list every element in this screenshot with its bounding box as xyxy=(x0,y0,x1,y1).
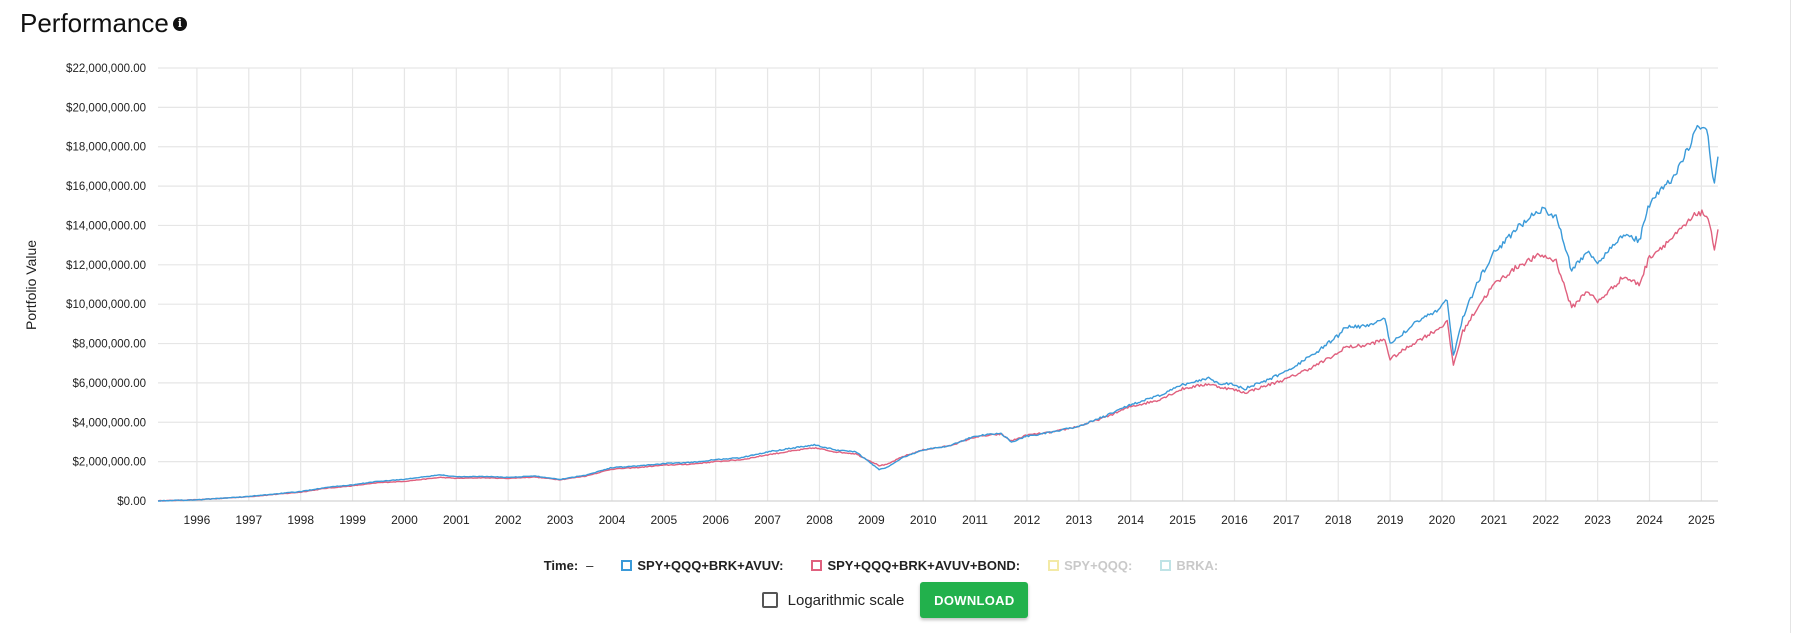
x-tick-label: 2020 xyxy=(1429,513,1456,527)
y-tick-label: $20,000,000.00 xyxy=(66,102,146,114)
y-tick-label: $4,000,000.00 xyxy=(72,417,146,429)
x-axis: 1996 1997 1998 1999 2000 2001 2002 2003 2004 2005… xyxy=(158,500,1718,527)
x-tick-label: 2006 xyxy=(702,513,729,527)
page-title: Performance xyxy=(20,8,169,38)
panel-header: Performance i xyxy=(20,8,187,39)
x-tick-label: 1999 xyxy=(339,513,366,527)
log-scale-toggle[interactable]: Logarithmic scale xyxy=(761,591,905,609)
legend-swatch xyxy=(1048,560,1060,571)
x-tick-label: 2001 xyxy=(443,513,470,527)
legend-item-series-4[interactable]: BRKA: xyxy=(1160,558,1218,573)
x-tick-label: 2016 xyxy=(1221,513,1248,527)
panel-divider xyxy=(1790,0,1791,633)
x-tick-label: 2019 xyxy=(1377,513,1404,527)
info-icon[interactable]: i xyxy=(172,16,187,31)
download-button[interactable]: DOWNLOAD xyxy=(920,582,1029,618)
legend-swatch xyxy=(811,560,823,571)
x-tick-label: 2021 xyxy=(1481,513,1508,527)
x-tick-label: 2009 xyxy=(858,513,885,527)
y-tick-label: $14,000,000.00 xyxy=(66,220,146,232)
log-scale-checkbox[interactable] xyxy=(761,592,778,608)
y-tick-label: $2,000,000.00 xyxy=(72,457,146,469)
legend-label: BRKA: xyxy=(1176,558,1219,573)
y-tick-label: $10,000,000.00 xyxy=(66,299,146,311)
performance-chart[interactable]: $0.00 $2,000,000.00 $4,000,000.00 $6,000,00… xyxy=(0,0,1790,560)
legend-label: SPY+QQQ: xyxy=(1064,558,1133,573)
x-tick-label: 1996 xyxy=(184,513,211,527)
time-label: Time: xyxy=(543,558,579,573)
y-tick-label: $0.00 xyxy=(117,496,146,508)
chart-controls: Logarithmic scale DOWNLOAD xyxy=(0,582,1790,618)
x-tick-label: 2005 xyxy=(650,513,677,527)
x-tick-label: 2003 xyxy=(547,513,574,527)
x-tick-label: 2014 xyxy=(1117,513,1144,527)
y-tick-label: $18,000,000.00 xyxy=(66,142,146,154)
legend-label: SPY+QQQ+BRK+AVUV: xyxy=(637,558,784,573)
legend-item-series-1[interactable]: SPY+QQQ+BRK+AVUV: xyxy=(621,558,783,573)
x-tick-label: 2013 xyxy=(1065,513,1092,527)
x-tick-label: 2011 xyxy=(962,513,988,527)
chart-grid xyxy=(158,67,1718,502)
x-tick-label: 2010 xyxy=(910,513,937,527)
y-tick-label: $16,000,000.00 xyxy=(66,181,146,193)
series-line-spy-qqq-brk-avuv[interactable] xyxy=(158,124,1719,502)
x-tick-label: 2017 xyxy=(1273,513,1300,527)
x-tick-label: 2012 xyxy=(1014,513,1041,527)
time-value: – xyxy=(586,558,594,573)
y-tick-label: $8,000,000.00 xyxy=(72,339,146,351)
x-tick-label: 2002 xyxy=(495,513,522,527)
y-tick-label: $6,000,000.00 xyxy=(72,378,146,390)
x-tick-label: 2023 xyxy=(1584,513,1611,527)
legend-item-series-3[interactable]: SPY+QQQ: xyxy=(1048,558,1132,573)
x-tick-label: 2007 xyxy=(754,513,781,527)
legend-item-series-2[interactable]: SPY+QQQ+BRK+AVUV+BOND: xyxy=(811,558,1020,573)
x-tick-label: 1998 xyxy=(287,513,314,527)
chart-legend: Time: – SPY+QQQ+BRK+AVUV: SPY+QQQ+BRK+AV… xyxy=(0,558,1790,573)
y-axis-label: Portfolio Value xyxy=(23,240,39,330)
x-tick-label: 1997 xyxy=(235,513,262,527)
x-tick-label: 2022 xyxy=(1532,513,1559,527)
x-tick-label: 2025 xyxy=(1688,513,1715,527)
x-tick-label: 2024 xyxy=(1636,513,1663,527)
x-tick-label: 2015 xyxy=(1169,513,1196,527)
y-axis: $0.00 $2,000,000.00 $4,000,000.00 $6,000,00… xyxy=(66,63,146,508)
series-lines[interactable] xyxy=(157,124,1719,502)
legend-label: SPY+QQQ+BRK+AVUV+BOND: xyxy=(827,558,1021,573)
log-scale-label: Logarithmic scale xyxy=(787,591,905,609)
y-tick-label: $22,000,000.00 xyxy=(66,63,146,75)
legend-swatch xyxy=(621,560,633,571)
x-tick-label: 2018 xyxy=(1325,513,1352,527)
legend-swatch xyxy=(1160,560,1172,571)
y-tick-label: $12,000,000.00 xyxy=(66,260,146,272)
series-line-spy-qqq-brk-avuv-bond[interactable] xyxy=(157,209,1719,502)
x-tick-label: 2008 xyxy=(806,513,833,527)
x-tick-label: 2000 xyxy=(391,513,418,527)
x-tick-label: 2004 xyxy=(599,513,626,527)
